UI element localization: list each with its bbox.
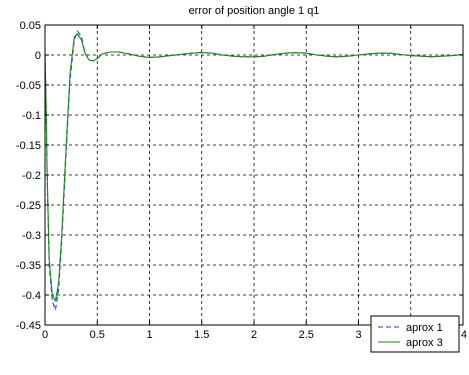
x-tick-label: 2 [251, 329, 257, 341]
y-tick-label: -0.05 [16, 80, 41, 92]
axis-ticks: 00.511.522.533.540.050-0.05-0.1-0.15-0.2… [16, 20, 467, 341]
legend: aprox 1 aprox 3 [370, 315, 460, 353]
series-line-aprox-3 [44, 33, 464, 302]
legend-label-aprox-3: aprox 3 [406, 337, 443, 349]
y-tick-label: -0.2 [22, 170, 41, 182]
y-tick-label: -0.35 [16, 260, 41, 272]
legend-label-aprox-1: aprox 1 [406, 322, 443, 334]
x-tick-label: 0 [42, 329, 48, 341]
y-tick-label: -0.4 [22, 290, 41, 302]
grid [45, 25, 463, 325]
x-tick-label: 0.5 [90, 329, 105, 341]
y-tick-label: -0.15 [16, 140, 41, 152]
y-tick-label: -0.25 [16, 200, 41, 212]
y-tick-label: -0.45 [16, 320, 41, 332]
x-tick-label: 4 [461, 329, 467, 341]
series-lines [44, 30, 464, 311]
x-tick-label: 2.5 [299, 329, 314, 341]
y-tick-label: 0 [35, 50, 41, 62]
x-tick-label: 3 [355, 329, 361, 341]
legend-box [370, 315, 460, 353]
y-tick-label: 0.05 [20, 20, 41, 32]
x-tick-label: 1 [146, 329, 152, 341]
chart-title: error of position angle 1 q1 [189, 5, 320, 17]
x-tick-label: 1.5 [194, 329, 209, 341]
y-tick-label: -0.1 [22, 110, 41, 122]
y-tick-label: -0.3 [22, 230, 41, 242]
